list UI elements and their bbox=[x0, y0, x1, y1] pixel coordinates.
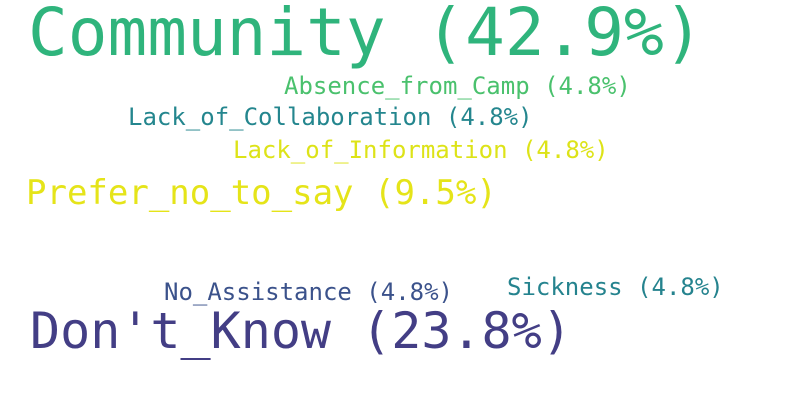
word-community: Community (42.9%) bbox=[28, 0, 704, 71]
word-no-assistance: No_Assistance (4.8%) bbox=[164, 278, 453, 306]
word-lack-of-information: Lack_of_Information (4.8%) bbox=[233, 136, 609, 164]
word-prefer-no-to-say: Prefer_no_to_say (9.5%) bbox=[26, 173, 497, 213]
word-lack-of-collaboration: Lack_of_Collaboration (4.8%) bbox=[128, 103, 533, 131]
word-sickness: Sickness (4.8%) bbox=[507, 273, 724, 301]
word-absence-from-camp: Absence_from_Camp (4.8%) bbox=[284, 72, 631, 100]
word-dont-know: Don't_Know (23.8%) bbox=[30, 302, 572, 360]
